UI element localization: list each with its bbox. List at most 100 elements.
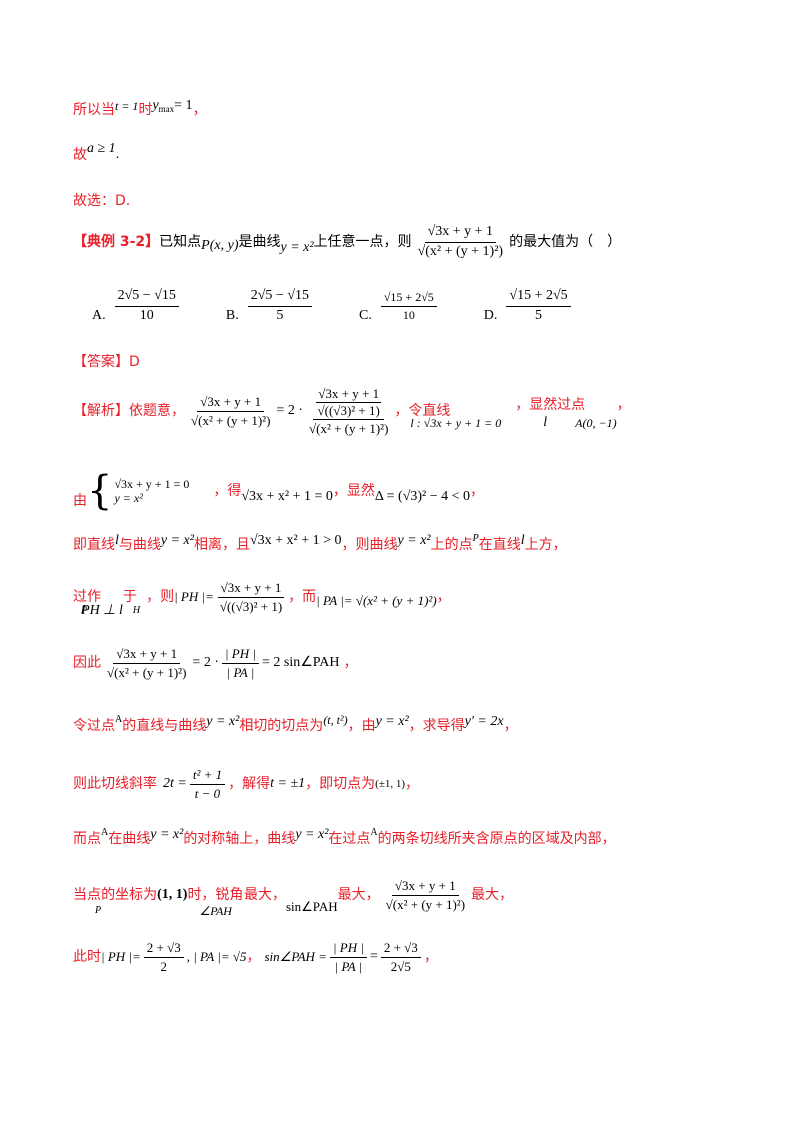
math: l : √3x + y + 1 = 0 <box>410 416 502 431</box>
numerator: √15 + 2√5 <box>380 290 437 307</box>
fraction: 2 + √3 2√5 <box>380 940 421 974</box>
line-therefore-a: 故 a ≥ 1 . <box>73 141 760 164</box>
text: 上方， <box>524 537 567 553</box>
analysis-line-10: 此时 | PH |= 2 + √3 2 , | PA |= √5 ， sin∠P… <box>73 940 760 974</box>
text: ，而 <box>288 588 317 605</box>
denominator: √(x² + (y + 1)²) <box>191 412 271 428</box>
math: y <box>152 98 159 113</box>
math: √3x + x² + 1 > 0 <box>249 533 342 548</box>
fraction: √15 + 2√5 5 <box>506 288 571 325</box>
text: 的直线与曲线 <box>122 718 207 734</box>
analysis-line-4: 过 P 作 PH ⊥ l 于 H ，则 | PH |= √3x + y + 1 … <box>73 580 760 618</box>
math: √3x + x² + 1 = 0 <box>241 488 333 504</box>
fraction: t² + 1 t − 0 <box>189 767 226 801</box>
analysis-line-3: 即直线 l 与曲线 y = x² 相离，且 √3x + x² + 1 > 0 ，… <box>73 533 760 554</box>
math: t = ±1 <box>270 775 306 791</box>
math: A <box>115 714 123 726</box>
analysis-line-9: 当点 P 的坐标为 (1, 1) 时，锐角 ∠PAH 最大， sin∠PAH 最… <box>73 878 760 918</box>
text: ， <box>503 718 518 734</box>
text: 相离，且 <box>193 537 250 553</box>
text: 当点 <box>73 886 101 903</box>
fraction: √15 + 2√5 10 <box>380 290 437 322</box>
fraction: 2 + √3 2 <box>143 940 184 974</box>
math: = 1 <box>174 98 193 113</box>
denominator: 5 <box>535 307 543 323</box>
numerator: 2√5 − √15 <box>114 288 179 307</box>
denominator: √(x² + (y + 1)²) <box>385 896 466 912</box>
option-label: C. <box>359 307 372 323</box>
text: ，即切点为 <box>305 775 376 792</box>
option-label: A. <box>92 307 106 323</box>
denominator: 2√5 <box>390 958 411 974</box>
text: ，显然 <box>515 396 558 413</box>
math: y = x² <box>206 714 240 729</box>
math: | PA |= √(x² + (y + 1)²) <box>316 593 437 609</box>
math-sub: max <box>158 104 175 114</box>
denominator: 2 <box>160 958 167 974</box>
text: 此时 <box>73 948 101 965</box>
math: P(x, y) <box>201 237 239 253</box>
math: l <box>543 414 548 430</box>
option-a[interactable]: A. 2√5 − √15 10 <box>92 288 182 325</box>
math: y′ = 2x <box>464 714 504 729</box>
math: H <box>132 605 141 617</box>
math: sin∠PAH = <box>264 949 327 965</box>
text: ，得 <box>213 482 242 499</box>
text: 由 <box>73 492 87 509</box>
math: (t, t²) <box>323 713 348 728</box>
math: y = x² <box>295 827 329 842</box>
text: ， <box>423 948 438 965</box>
option-d[interactable]: D. √15 + 2√5 5 <box>484 288 574 325</box>
text: ，则曲线 <box>341 537 398 553</box>
denominator: 10 <box>402 307 415 322</box>
text: 已知点 <box>159 233 202 250</box>
text: ， <box>405 775 420 792</box>
denominator: 10 <box>139 307 154 323</box>
analysis-line-1: 【解析】 依题意， √3x + y + 1 √(x² + (y + 1)²) =… <box>73 386 760 437</box>
denominator: √((√3)² + 1) <box>219 598 283 614</box>
denominator: | PA | <box>334 958 363 974</box>
numerator: t² + 1 <box>189 767 226 785</box>
text: 则此切线斜率 <box>73 775 157 792</box>
numerator: √3x + y + 1 <box>197 394 265 412</box>
fraction: √3x + y + 1 √(x² + (y + 1)²) <box>188 394 273 428</box>
text: ，求导得 <box>408 718 465 734</box>
analysis-line-7: 则此切线斜率 2t = t² + 1 t − 0 ，解得 t = ±1 ，即切点… <box>73 767 760 801</box>
fraction: √3x + y + 1 √(x² + (y + 1)²) <box>104 646 189 680</box>
math: 2t = <box>163 775 187 791</box>
text: ，令直线 <box>394 402 451 419</box>
text: ， <box>192 102 207 118</box>
fraction: | PH | | PA | <box>329 940 367 974</box>
option-c[interactable]: C. √15 + 2√5 10 <box>359 290 440 323</box>
text: ， <box>343 654 358 671</box>
numerator: √3x + y + 1 <box>113 646 181 664</box>
text: ，由 <box>347 718 376 734</box>
text: 时 <box>138 102 153 118</box>
option-b[interactable]: B. 2√5 − √15 5 <box>226 288 315 325</box>
equation: y = x² <box>114 491 143 505</box>
options-row: A. 2√5 − √15 10 B. 2√5 − √15 5 C. √15 + … <box>92 288 760 325</box>
numerator: 2 + √3 <box>380 940 421 958</box>
math: A <box>370 827 378 839</box>
equation: √3x + y + 1 = 0 <box>114 476 190 491</box>
text: 最大， <box>243 886 286 903</box>
fraction: √3x + y + 1 √(x² + (y + 1)²) <box>383 878 468 912</box>
math: y = x² <box>397 533 431 548</box>
math: y = x² <box>280 239 314 255</box>
numerator: √3x + y + 1 <box>217 580 285 598</box>
math: y = x² <box>150 827 184 842</box>
math: sin∠PAH <box>285 899 338 915</box>
fraction: √3x + y + 1 √((√3)² + 1) <box>217 580 285 614</box>
math: A <box>101 827 109 839</box>
text: 是曲线 <box>238 233 281 250</box>
denominator: √(x² + (y + 1)²) <box>107 664 187 680</box>
text: . <box>115 147 120 162</box>
math: , | PA |= √5 <box>186 949 247 965</box>
text: 过点 <box>557 396 586 413</box>
numerator: √15 + 2√5 <box>506 288 571 307</box>
text: ， <box>616 396 631 413</box>
math: = <box>369 948 378 964</box>
text: 的坐标为 <box>101 886 158 903</box>
answer-tag: 【答案】 <box>73 354 129 370</box>
brace: { <box>87 468 113 514</box>
